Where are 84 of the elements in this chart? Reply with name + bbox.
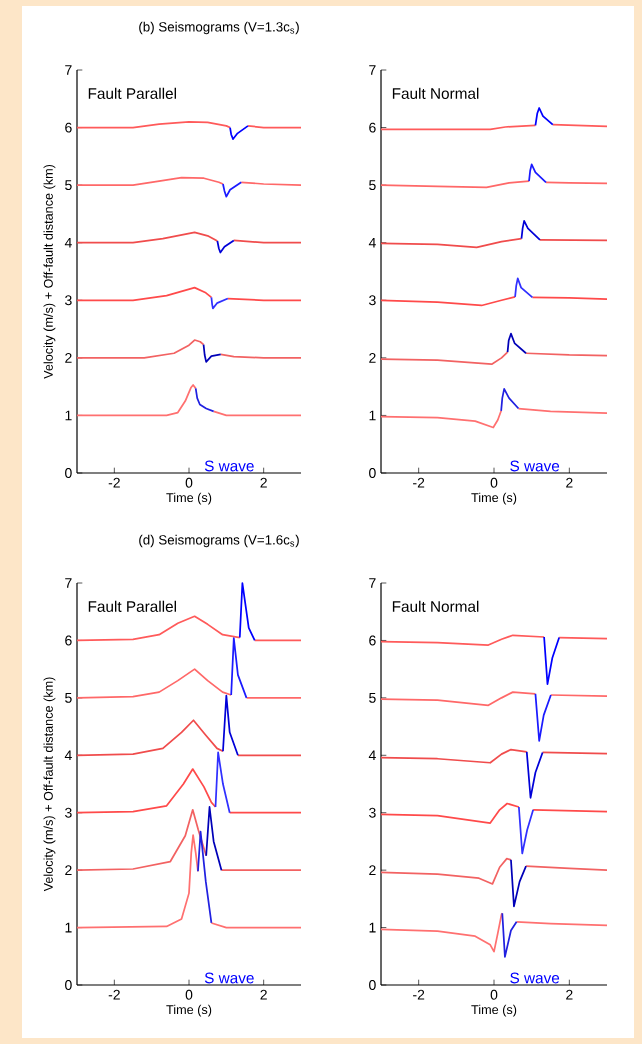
annotation: Fault Normal	[392, 87, 479, 99]
y-tick-label: 2	[369, 352, 376, 363]
annotation: Fault Normal	[392, 600, 479, 612]
annotation: S wave	[204, 460, 254, 472]
y-tick-label: 4	[368, 237, 376, 248]
x-tick-label: 0	[490, 477, 498, 488]
y-tick-label: 0	[369, 468, 376, 478]
line-series	[238, 582, 256, 642]
line-series	[514, 277, 534, 299]
chart-title: (b) Seismograms (V=1.3c$_{s}$)	[139, 21, 299, 35]
x-tick-label: -2	[413, 989, 425, 1000]
y-tick-label: 6	[369, 635, 376, 646]
y-tick-label: 5	[65, 692, 72, 703]
x-axis-title: Time (s)	[471, 1004, 517, 1017]
y-tick-label: 6	[65, 635, 72, 646]
line-series	[197, 830, 213, 924]
y-tick-label: 4	[64, 237, 72, 248]
x-axis-title: Time (s)	[471, 492, 517, 505]
y-tick-label: 3	[369, 807, 376, 818]
line-series	[194, 387, 215, 413]
y-tick-label: 2	[65, 865, 72, 876]
y-tick-label: 1	[65, 922, 72, 933]
x-tick-label: 0	[185, 477, 193, 488]
chart-title: (d) Seismograms (V=1.6c$_{s}$)	[139, 534, 299, 548]
y-tick-label: 3	[65, 295, 72, 306]
x-tick-label: 2	[260, 477, 267, 488]
annotation: Fault Parallel	[88, 600, 176, 612]
annotation: Fault Parallel	[88, 87, 176, 99]
x-tick-label: -2	[108, 989, 120, 1000]
line-series	[229, 124, 249, 140]
y-tick-label: 3	[369, 295, 376, 306]
annotation: S wave	[204, 972, 254, 984]
x-axis-title: Time (s)	[166, 1004, 212, 1017]
y-tick-label: 3	[65, 807, 72, 818]
y-tick-label: 7	[65, 578, 72, 588]
y-tick-label: 6	[65, 122, 72, 133]
annotation: S wave	[510, 460, 560, 472]
y-tick-label: 0	[369, 980, 376, 990]
line-series	[214, 751, 231, 814]
x-tick-label: 2	[566, 989, 573, 1000]
annotation: S wave	[510, 972, 560, 984]
x-tick-label: -2	[413, 477, 425, 488]
line-series	[230, 637, 248, 699]
y-tick-label: 1	[65, 410, 72, 421]
y-tick-label: 7	[369, 65, 376, 75]
line-series	[517, 806, 535, 855]
y-tick-label: 2	[369, 865, 376, 876]
line-series	[222, 694, 239, 757]
y-tick-label: 0	[65, 980, 72, 990]
line-series	[543, 636, 561, 685]
line-series	[216, 239, 235, 254]
y-tick-label: 5	[65, 180, 72, 191]
y-tick-label: 1	[369, 922, 376, 933]
x-tick-label: -2	[108, 477, 120, 488]
line-series	[205, 806, 223, 872]
line-series	[500, 388, 520, 412]
y-tick-label: 2	[65, 352, 72, 363]
x-tick-label: 0	[185, 989, 193, 1000]
line-series	[506, 332, 527, 355]
y-tick-label: 5	[369, 180, 376, 191]
y-tick-label: 4	[368, 750, 376, 761]
y-axis-title: Velocity (m/s) + Off-fault distance (km)	[43, 164, 56, 379]
line-series	[202, 343, 222, 363]
y-tick-label: 4	[64, 750, 72, 761]
line-series	[520, 219, 541, 241]
x-tick-label: 0	[490, 989, 498, 1000]
y-tick-label: 1	[369, 410, 376, 421]
x-tick-label: 2	[260, 989, 267, 1000]
line-series	[501, 912, 518, 958]
line-series	[510, 858, 527, 908]
line-series	[528, 163, 547, 184]
line-series	[525, 750, 544, 799]
y-tick-label: 7	[369, 578, 376, 588]
y-tick-label: 0	[65, 468, 72, 478]
x-tick-label: 2	[566, 477, 573, 488]
y-tick-label: 5	[369, 692, 376, 703]
y-tick-label: 6	[369, 122, 376, 133]
line-series	[534, 692, 552, 742]
line-series	[534, 107, 554, 127]
line-series	[222, 181, 243, 198]
y-axis-title: Velocity (m/s) + Off-fault distance (km)	[43, 677, 56, 892]
line-series	[210, 296, 229, 310]
y-tick-label: 7	[65, 65, 72, 75]
x-axis-title: Time (s)	[166, 492, 212, 505]
